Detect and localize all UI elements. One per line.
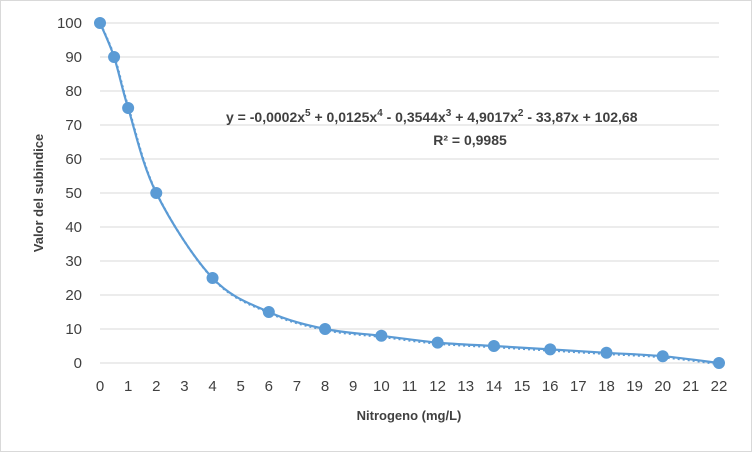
eq-exp-2: 2 <box>518 108 524 119</box>
eq-prefix: y = -0,0002x <box>226 109 305 125</box>
data-series <box>98 22 720 365</box>
y-tick-labels: 0 10 20 30 40 50 60 70 80 90 100 <box>57 15 82 372</box>
x-tick-label: 11 <box>402 378 418 395</box>
y-tick-label: 100 <box>57 15 82 32</box>
data-point <box>262 306 275 318</box>
x-tick-labels: 0 1 2 3 4 5 6 7 8 9 10 11 12 13 14 15 16 17 18 19 20 21 22 <box>96 378 728 395</box>
y-tick-label: 70 <box>65 117 82 134</box>
data-point <box>431 336 444 349</box>
data-point <box>206 272 219 284</box>
trendline-equation: y = -0,0002x5 + 0,0125x4 - 0,3544x3 + 4,… <box>226 108 638 125</box>
data-point <box>108 51 121 63</box>
eq-part-4: + 0,0125x <box>311 109 378 125</box>
y-tick-label: 0 <box>74 355 82 372</box>
data-point <box>600 346 613 359</box>
trendline <box>99 23 720 366</box>
series-line <box>98 22 720 365</box>
gridlines <box>100 22 719 330</box>
data-point <box>544 343 557 356</box>
y-tick-label: 60 <box>65 151 82 168</box>
x-tick-label: 4 <box>208 378 216 395</box>
data-point <box>122 102 135 114</box>
x-tick-label: 10 <box>373 378 390 395</box>
y-tick-label: 80 <box>65 83 82 100</box>
x-tick-label: 6 <box>265 378 273 395</box>
data-point <box>375 329 388 342</box>
eq-part-2: + 4,9017x <box>451 109 518 125</box>
y-tick-label: 30 <box>65 253 82 270</box>
x-tick-label: 7 <box>293 378 301 395</box>
x-tick-label: 15 <box>514 378 531 395</box>
x-tick-label: 2 <box>152 378 160 395</box>
x-tick-label: 0 <box>96 378 104 395</box>
y-tick-label: 50 <box>65 185 82 202</box>
x-tick-label: 12 <box>429 378 446 395</box>
eq-suffix: - 33,87x + 102,68 <box>523 109 637 125</box>
x-tick-label: 3 <box>180 378 188 395</box>
x-tick-label: 16 <box>542 378 559 395</box>
x-tick-label: 1 <box>124 378 132 395</box>
eq-exp-4: 4 <box>377 108 383 119</box>
data-point <box>94 17 106 29</box>
x-tick-label: 20 <box>654 378 671 395</box>
data-point <box>656 350 669 363</box>
y-tick-label: 90 <box>65 49 82 66</box>
x-tick-label: 17 <box>570 378 587 395</box>
y-tick-label: 20 <box>65 287 82 304</box>
r-squared-label: R² = 0,9985 <box>433 132 507 148</box>
x-tick-label: 22 <box>711 378 728 395</box>
x-tick-label: 9 <box>349 378 357 395</box>
trendline-path <box>99 23 720 366</box>
y-tick-label: 40 <box>65 219 82 236</box>
x-tick-label: 18 <box>598 378 615 395</box>
x-tick-label: 8 <box>321 378 329 395</box>
eq-exp-3: 3 <box>446 108 452 119</box>
eq-part-3: - 0,3544x <box>383 109 446 125</box>
y-tick-label: 10 <box>65 321 82 338</box>
x-tick-label: 14 <box>486 378 503 395</box>
data-point <box>319 323 332 335</box>
data-markers <box>94 17 725 369</box>
x-tick-label: 21 <box>683 378 700 395</box>
y-axis-title: Valor del subindice <box>31 134 46 252</box>
x-tick-label: 5 <box>237 378 245 395</box>
eq-exp-5: 5 <box>305 108 311 119</box>
x-tick-label: 13 <box>457 378 474 395</box>
x-axis-title: Nitrogeno (mg/L) <box>357 408 462 423</box>
data-point <box>713 357 725 369</box>
data-point <box>150 187 163 199</box>
data-point <box>487 340 500 352</box>
x-tick-label: 19 <box>626 378 643 395</box>
